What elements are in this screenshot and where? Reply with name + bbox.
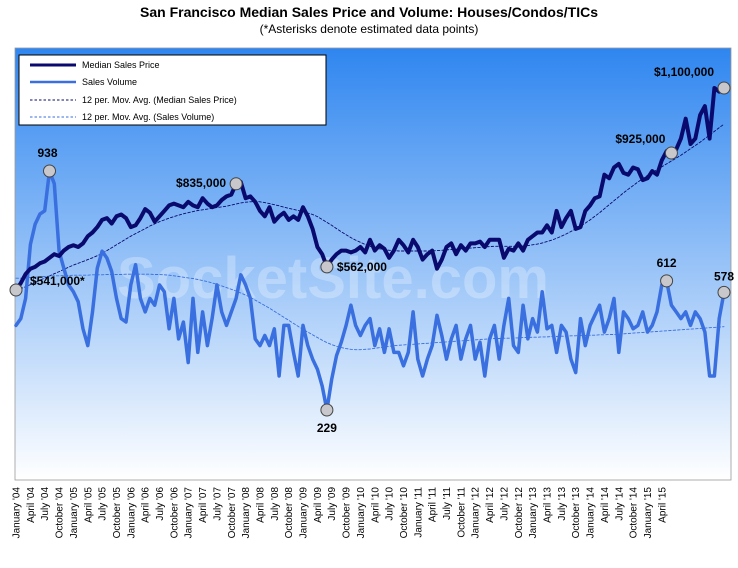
x-tick-label: January '15 (643, 487, 654, 539)
x-tick-label: January '11 (413, 487, 424, 538)
series-median-price-line (14, 86, 726, 292)
annotation-label: 229 (317, 421, 337, 435)
x-tick-label: July '11 (442, 487, 453, 520)
x-tick-label: January '10 (356, 487, 367, 539)
x-tick-label: April '09 (313, 487, 324, 523)
x-tick-label: July '12 (499, 487, 510, 521)
annotation-marker (717, 81, 731, 95)
chart-subtitle: (*Asterisks denote estimated data points… (259, 22, 479, 36)
x-tick-label: October '12 (514, 487, 525, 539)
x-tick-label: April '04 (26, 487, 37, 523)
annotation-label: $925,000 (615, 132, 665, 146)
x-tick-label: January '07 (184, 487, 195, 539)
annotation-label: $835,000 (176, 176, 226, 190)
x-tick-label: July '06 (155, 487, 166, 521)
x-tick-label: July '09 (327, 487, 338, 521)
x-tick-label: July '05 (98, 487, 109, 521)
annotation-label: $562,000 (337, 260, 387, 274)
x-tick-label: October '08 (284, 487, 295, 539)
x-tick-label: January '04 (12, 487, 23, 539)
x-axis: January '04 April '04 July '04 October '04 J… (12, 487, 669, 539)
x-tick-label: July '07 (212, 487, 223, 521)
annotation-label: $1,100,000 (654, 65, 714, 79)
x-tick-label: October '11 (456, 487, 467, 538)
x-tick-label: April '06 (141, 487, 152, 523)
annotation-marker (229, 177, 243, 191)
x-tick-label: April '14 (600, 487, 611, 523)
annotation-marker (9, 283, 23, 297)
legend-entry-sales-volume: Sales Volume (82, 77, 137, 87)
annotation-marker (660, 274, 674, 288)
annotation-label: $541,000* (30, 274, 85, 288)
x-tick-label: October '13 (571, 487, 582, 539)
x-tick-label: April '15 (657, 487, 668, 523)
x-tick-label: October '04 (55, 487, 66, 539)
x-tick-label: October '10 (399, 487, 410, 539)
x-tick-label: July '04 (40, 487, 51, 521)
x-tick-label: July '10 (385, 487, 396, 521)
legend-entry-median-price: Median Sales Price (82, 60, 160, 70)
x-tick-label: October '07 (227, 487, 238, 539)
x-tick-label: April '11 (428, 487, 439, 523)
x-tick-label: January '06 (126, 487, 137, 539)
x-tick-label: April '12 (485, 487, 496, 523)
annotation-marker (43, 164, 56, 178)
annotation-marker (320, 260, 334, 274)
x-tick-label: April '13 (543, 487, 554, 523)
x-tick-label: January '05 (69, 487, 80, 539)
x-tick-label: October '06 (169, 487, 180, 539)
x-tick-label: October '09 (342, 487, 353, 539)
x-tick-label: January '14 (586, 487, 597, 539)
annotation-label: 578 (714, 269, 734, 283)
x-tick-label: January '12 (471, 487, 482, 539)
x-tick-label: April '05 (83, 487, 94, 523)
series-sales-volume-line (14, 169, 726, 412)
legend-box (18, 54, 327, 126)
annotation-label: 938 (37, 146, 57, 160)
legend-entry-price-moving-average: 12 per. Mov. Avg. (Median Sales Price) (82, 95, 237, 105)
annotation-marker (717, 285, 731, 299)
annotation-marker (320, 403, 334, 417)
x-tick-label: January '13 (528, 487, 539, 539)
legend-entry-volume-moving-average: 12 per. Mov. Avg. (Sales Volume) (82, 112, 214, 122)
legend: Median Sales Price Sales Volume 12 per. … (18, 54, 327, 126)
x-tick-label: July '14 (614, 487, 625, 521)
x-tick-label: July '13 (557, 487, 568, 521)
x-tick-label: October '14 (629, 487, 640, 539)
series-price-moving-average (15, 123, 725, 291)
annotation-label: 612 (657, 256, 677, 270)
x-tick-label: January '09 (299, 487, 310, 539)
annotation-marker (664, 146, 678, 160)
chart-title: San Francisco Median Sales Price and Vol… (140, 4, 598, 20)
x-tick-label: April '07 (198, 487, 209, 523)
x-tick-label: January '08 (241, 487, 252, 539)
x-tick-label: October '05 (112, 487, 123, 539)
x-tick-label: July '08 (270, 487, 281, 521)
x-tick-label: April '08 (256, 487, 267, 523)
x-tick-label: April '10 (370, 487, 381, 523)
